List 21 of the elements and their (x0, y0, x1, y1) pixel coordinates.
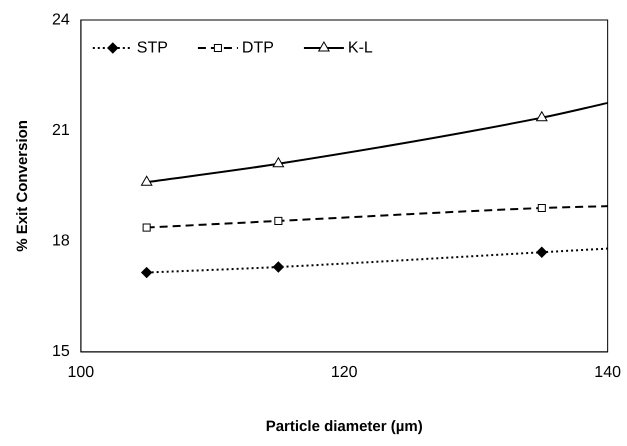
point (141, 267, 152, 278)
point (536, 246, 548, 258)
point (272, 157, 284, 168)
point (272, 262, 284, 273)
y-tick-label: 15 (52, 343, 70, 360)
y-tick-label: 21 (52, 122, 70, 140)
y-tick-label: 18 (52, 232, 70, 250)
x-axis-title: Particle diameter (µm) (266, 418, 423, 436)
x-tick-label: 140 (594, 364, 622, 381)
point (140, 176, 152, 186)
legend-label: K-L (348, 39, 373, 56)
point (536, 111, 548, 122)
y-tick-label: 24 (52, 11, 70, 28)
x-tick-label: 120 (330, 364, 358, 381)
point (274, 216, 282, 225)
y-axis-title: % Exit Conversion (14, 120, 32, 252)
x-tick-label: 100 (67, 364, 94, 381)
point (142, 224, 151, 232)
legend-label: STP (136, 39, 168, 56)
legend-label: DTP (242, 39, 274, 56)
point (538, 204, 546, 212)
